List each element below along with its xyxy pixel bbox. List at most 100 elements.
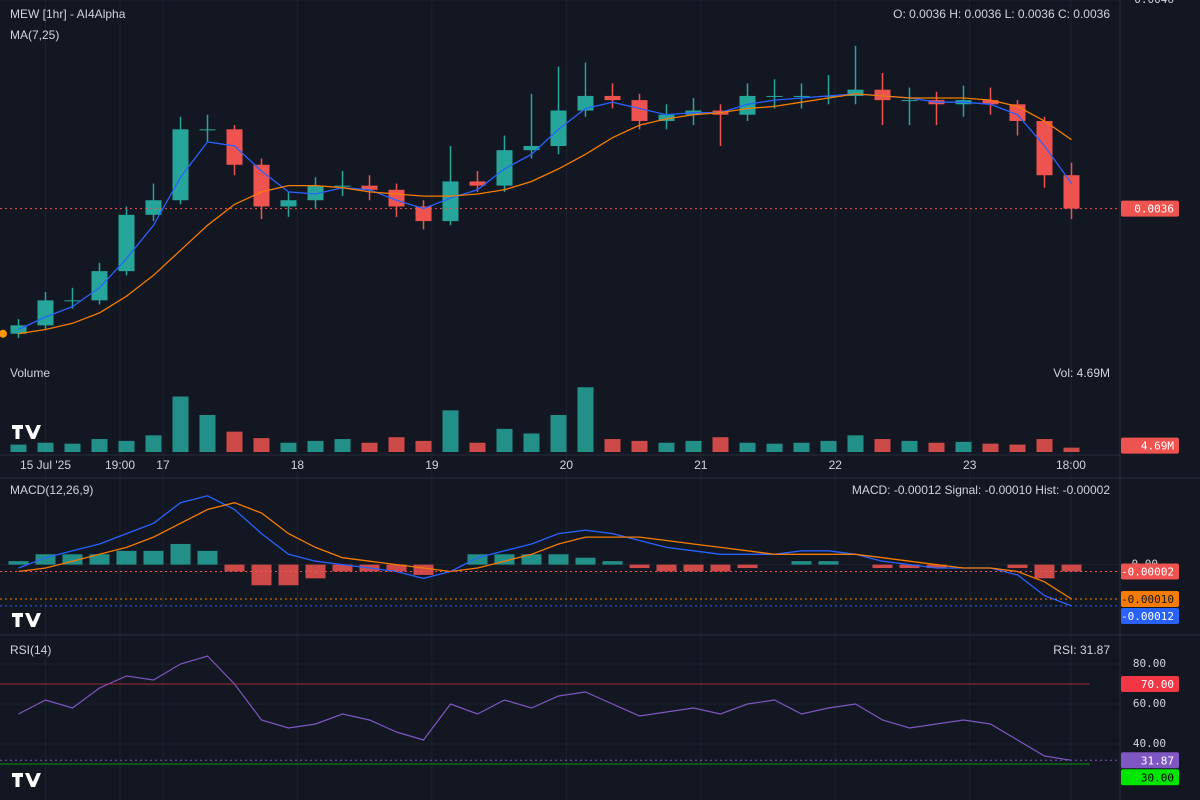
y-tick-label: 60.00 <box>1133 697 1166 710</box>
pane-header: RSI: 31.87 <box>1053 643 1110 657</box>
histogram-bar <box>872 564 893 569</box>
volume-bar <box>1063 447 1080 452</box>
x-tick-label: 19:00 <box>105 458 135 472</box>
histogram-bar <box>143 550 164 565</box>
candle-body <box>604 95 621 101</box>
histogram-bar <box>710 564 731 572</box>
axis-label-text: 30.00 <box>1141 771 1174 784</box>
volume-bar <box>415 440 432 452</box>
chart-title: MEW [1hr] - AI4Alpha <box>10 7 126 21</box>
candle-body <box>982 100 999 105</box>
indicator-label: MA(7,25) <box>10 28 59 42</box>
candle-body <box>334 185 351 187</box>
histogram-bar <box>683 564 704 572</box>
candle-body <box>64 300 81 302</box>
volume-bar <box>64 443 81 452</box>
candle-body <box>91 271 108 301</box>
macd-line <box>18 495 1072 607</box>
volume-bar <box>820 440 837 452</box>
candle-body <box>118 214 135 272</box>
volume-bar <box>253 438 270 452</box>
logo <box>12 613 41 627</box>
volume-bar <box>658 442 675 452</box>
volume-bar <box>712 437 729 452</box>
candle-body <box>901 100 918 102</box>
candle-body <box>1063 175 1080 209</box>
y-tick-label: 0.0046 <box>1134 0 1174 6</box>
logo <box>12 425 41 439</box>
histogram-bar <box>1007 564 1028 569</box>
pane-title: RSI(14) <box>10 643 51 657</box>
histogram-bar <box>197 550 218 565</box>
histogram-bar <box>791 561 812 565</box>
histogram-bar <box>170 543 191 565</box>
histogram-bar <box>413 564 434 575</box>
histogram-bar <box>62 554 83 565</box>
axis-label-bg <box>1121 200 1179 217</box>
rsi-line <box>18 655 1072 761</box>
volume-bar <box>793 442 810 452</box>
histogram-bar <box>494 554 515 565</box>
axis-label: -0.00010 <box>1121 591 1179 608</box>
histogram-bar <box>899 564 920 569</box>
x-tick-label: 23 <box>963 458 977 472</box>
pane-title: MACD(12,26,9) <box>10 483 93 497</box>
histogram-bar <box>1061 564 1082 572</box>
histogram-bar <box>35 554 56 565</box>
volume-bar <box>631 440 648 452</box>
axis-label-text: -0.00010 <box>1121 593 1174 606</box>
histogram-bar <box>332 564 353 572</box>
candle-body <box>523 146 540 151</box>
candle-body <box>10 325 27 334</box>
y-tick-label: 40.00 <box>1133 737 1166 750</box>
axis-label-bg <box>1121 752 1179 769</box>
axis-label-text: 0.0036 <box>1134 203 1174 216</box>
x-tick-label: 18:00 <box>1056 458 1086 472</box>
candle-body <box>874 89 891 101</box>
axis-label-text: -0.00012 <box>1121 610 1174 623</box>
pane-header: MACD: -0.00012 Signal: -0.00010 Hist: -0… <box>852 483 1110 497</box>
volume-bar <box>847 435 864 452</box>
x-tick-label: 19 <box>425 458 439 472</box>
volume-bar <box>604 439 621 452</box>
histogram-bar <box>89 554 110 565</box>
candle-body <box>550 110 567 146</box>
axis-label-bg <box>1121 563 1179 580</box>
volume-bar <box>766 443 783 452</box>
candle-body <box>280 200 297 207</box>
axis-label-text: 70.00 <box>1141 678 1174 691</box>
volume-bar <box>307 440 324 452</box>
candle-body <box>361 185 378 190</box>
candle-body <box>1036 120 1053 176</box>
volume-bar <box>496 428 513 452</box>
ohlc-label: O: 0.0036 H: 0.0036 L: 0.0036 C: 0.0036 <box>893 7 1110 21</box>
logo-shape <box>12 425 41 439</box>
volume-bar <box>1009 444 1026 452</box>
candle-body <box>37 300 54 326</box>
volume-bar <box>1036 439 1053 452</box>
histogram-bar <box>926 564 947 569</box>
candle-body <box>847 89 864 96</box>
x-tick-label: 20 <box>560 458 574 472</box>
candle-body <box>199 129 216 131</box>
volume-bar <box>145 435 162 452</box>
histogram-bar <box>818 561 839 565</box>
histogram-bar <box>548 554 569 565</box>
histogram-bar <box>1034 564 1055 579</box>
volume-bar <box>955 441 972 452</box>
axis-label: 30.00 <box>1121 769 1179 786</box>
volume-bar <box>442 410 459 452</box>
axis-label-bg <box>1121 608 1179 625</box>
histogram-bar <box>386 564 407 572</box>
volume-bar <box>577 387 594 452</box>
volume-bar <box>901 440 918 452</box>
moving-average <box>18 93 1072 335</box>
volume-bar <box>928 442 945 452</box>
x-tick-label: 17 <box>156 458 170 472</box>
candle-body <box>469 181 486 186</box>
histogram-bar <box>575 557 596 565</box>
volume-bar <box>388 437 405 452</box>
volume-bar <box>739 442 756 452</box>
